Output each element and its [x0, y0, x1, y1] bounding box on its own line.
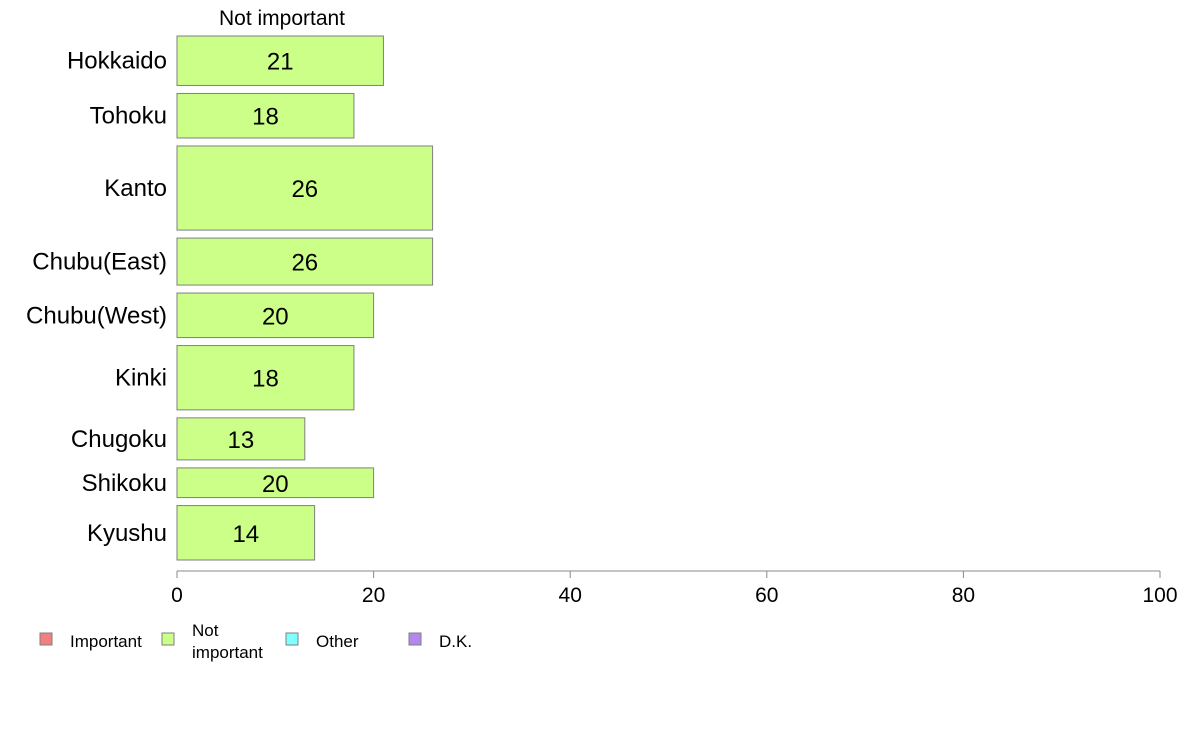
- category-label: Kinki: [115, 365, 167, 392]
- bar: [176, 417, 306, 461]
- x-axis: 0 20 40 60 80 100: [171, 570, 1178, 607]
- category-label: Kanto: [104, 175, 167, 202]
- legend-swatch: [408, 632, 422, 646]
- category-label: Chubu(West): [26, 302, 167, 329]
- legend-swatch: [161, 632, 175, 646]
- bar-value-label: 26: [291, 250, 318, 277]
- legend-label: Other: [316, 632, 359, 651]
- bar-value-label: 20: [262, 471, 289, 498]
- x-tick-label: 40: [559, 584, 582, 607]
- legend-label: important: [192, 643, 263, 662]
- x-tick-label: 20: [362, 584, 385, 607]
- x-tick-label: 60: [755, 584, 778, 607]
- category-label: Tohoku: [90, 103, 167, 130]
- category-label: Hokkaido: [67, 48, 167, 75]
- bar-value-label: 26: [291, 176, 318, 203]
- category-label: Kyushu: [87, 520, 167, 547]
- bar-value-label: 18: [252, 104, 279, 131]
- bars-group: Hokkaido 21 Tohoku 18 Kanto 26 Chubu(East) 26 Ch…: [26, 35, 434, 561]
- category-label: Chubu(East): [32, 249, 167, 276]
- x-tick-label: 100: [1142, 584, 1177, 607]
- legend-label: D.K.: [439, 632, 472, 651]
- category-label: Chugoku: [71, 426, 167, 453]
- bar: [176, 292, 375, 339]
- bar-value-label: 21: [267, 49, 294, 76]
- bar-value-label: 13: [228, 427, 255, 454]
- bar-value-label: 14: [232, 521, 259, 548]
- bar: [176, 92, 355, 139]
- bar: [176, 237, 434, 286]
- bar-value-label: 18: [252, 366, 279, 393]
- x-tick-label: 80: [952, 584, 975, 607]
- column-title: Not important: [219, 7, 345, 30]
- legend-swatch: [39, 632, 53, 646]
- category-label: Shikoku: [82, 470, 167, 497]
- legend-swatch: [285, 632, 299, 646]
- legend-label: Important: [70, 632, 142, 651]
- bar: [176, 345, 355, 411]
- legend: Important Not important Other D.K.: [39, 621, 472, 662]
- bar: [176, 145, 434, 231]
- bar-value-label: 20: [262, 303, 289, 330]
- x-tick-label: 0: [171, 584, 183, 607]
- bar: [176, 467, 375, 499]
- bar: [176, 505, 316, 561]
- bar: [176, 35, 384, 86]
- legend-label: Not: [192, 621, 219, 640]
